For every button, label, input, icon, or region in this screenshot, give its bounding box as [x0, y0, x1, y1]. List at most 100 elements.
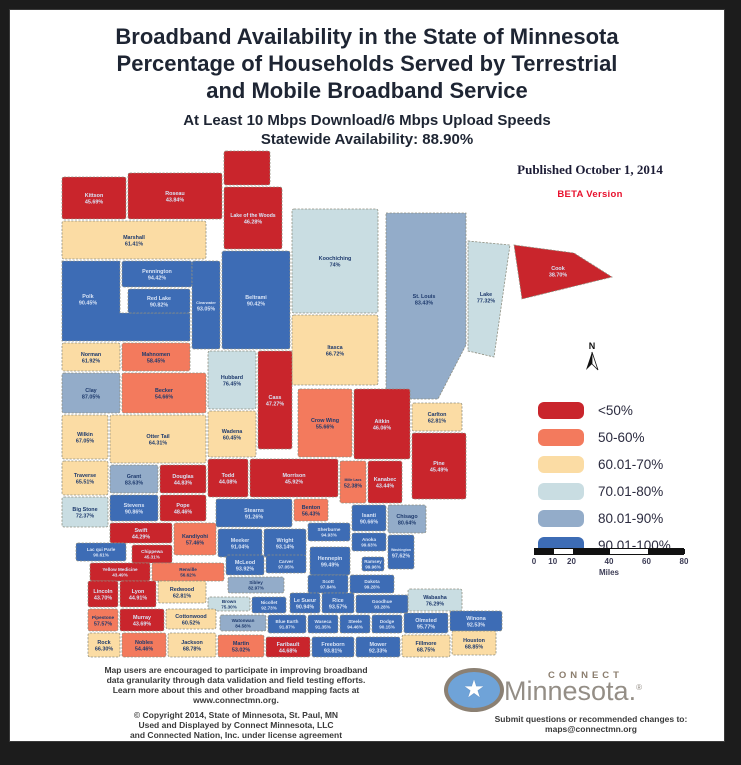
legend-swatch-c4: [538, 483, 584, 500]
legend-item: <50%: [538, 402, 671, 419]
county-lake: [467, 240, 511, 358]
legend-label: <50%: [598, 403, 633, 418]
county-todd: [207, 458, 249, 498]
county-pennington: [121, 260, 193, 288]
county-clearwater: [191, 260, 221, 350]
county-cottonwood: [165, 608, 217, 630]
county-pine: [411, 432, 467, 500]
scale-bar-tick: 60: [642, 557, 651, 566]
state-fragment: [223, 150, 271, 186]
logo-connect-text: CONNECT: [548, 670, 623, 681]
county-red-lake: [127, 288, 191, 314]
copyright-line: and Connected Nation, Inc. under license…: [129, 730, 343, 740]
scale-bar-graphic: [534, 548, 685, 555]
county-martin: [217, 634, 265, 658]
county-freeborn: [311, 636, 355, 658]
county-lyon: [119, 580, 157, 608]
scale-bar-segment: [572, 549, 610, 554]
footer-notes: Map users are encouraged to participate …: [66, 665, 406, 740]
county-becker: [121, 372, 207, 414]
county-mille-lacs: [339, 460, 367, 504]
scale-bar-tick: 0: [531, 557, 537, 566]
published-date: Published October 1, 2014: [517, 162, 663, 177]
legend-item: 70.01-80%: [538, 483, 671, 500]
submit-contact: Submit questions or recommended changes …: [456, 714, 726, 734]
county-renville: [151, 562, 225, 582]
legend-label: 80.01-90%: [598, 511, 664, 526]
county-pope: [159, 494, 207, 522]
map-legend: <50% 50-60% 60.01-70% 70.01-80% 80.01-90% 90.…: [538, 402, 671, 564]
county-mower: [355, 636, 401, 658]
county-beltrami: [221, 250, 291, 350]
county-cook: [513, 244, 614, 300]
county-watonwan: [219, 614, 267, 632]
submit-line: maps@connectmn.org: [545, 724, 637, 734]
county-big-stone: [61, 496, 109, 528]
county-stearns: [215, 498, 293, 528]
page-subtitle-line: At Least 10 Mbps Download/6 Mbps Upload …: [183, 112, 551, 129]
county-dakota: [349, 574, 395, 594]
county-steele: [339, 614, 371, 634]
scale-bar-segment: [535, 549, 554, 554]
copyright-block: © Copyright 2014, State of Minnesota, St…: [66, 710, 406, 740]
county-hennepin: [309, 546, 351, 576]
county-koochiching: [291, 208, 379, 314]
county-clay: [61, 372, 121, 414]
registered-mark-icon: ®: [636, 683, 642, 692]
county-pipestone: [87, 608, 119, 632]
county-benton: [293, 498, 329, 522]
scale-bar-segment: [647, 549, 685, 554]
county-carver: [265, 554, 307, 574]
county-yellow-medicine: [89, 562, 151, 582]
logo-oval: ★: [444, 668, 504, 712]
scale-bar-tick: 10: [548, 557, 558, 566]
legend-swatch-c3: [538, 456, 584, 473]
county-dodge: [371, 614, 403, 634]
county-mcleod: [225, 554, 265, 576]
county-itasca: [291, 314, 379, 386]
county-crow-wing: [297, 388, 353, 458]
county-wilkin: [61, 414, 109, 460]
county-cass: [257, 350, 293, 450]
north-arrow-icon: [586, 351, 599, 371]
copyright-line: Used and Displayed by Connect Minnesota,…: [138, 720, 334, 730]
county-olmsted: [403, 612, 449, 634]
county-morrison: [249, 458, 339, 498]
county-hubbard: [207, 350, 257, 410]
page-subtitle-line: Statewide Availability: 88.90%: [260, 131, 474, 148]
logo-minnesota-word: Minnesota.: [504, 676, 637, 706]
county-washington: [387, 534, 415, 570]
page-title-line: Percentage of Households Served by Terre…: [116, 51, 618, 76]
county-le-sueur: [289, 592, 321, 614]
county-traverse: [61, 460, 109, 496]
county-meeker: [217, 528, 263, 558]
county-houston: [451, 630, 497, 656]
county-jackson: [167, 632, 217, 658]
submit-line: Submit questions or recommended changes …: [494, 714, 688, 724]
county-redwood: [157, 580, 207, 604]
scale-bar-tick: 40: [604, 557, 614, 566]
star-icon: ★: [463, 676, 485, 703]
minnesota-choropleth-map: Kittson 45.69%Roseau 43.84%Lake of the Woo…: [61, 150, 614, 658]
legend-item: 50-60%: [538, 429, 671, 446]
page-title: Broadband Availability in the State of M…: [10, 23, 724, 104]
county-carlton: [411, 402, 463, 432]
legend-label: 60.01-70%: [598, 457, 664, 472]
county-aitkin: [353, 388, 411, 460]
county-anoka: [351, 532, 387, 552]
county-brown: [207, 596, 251, 612]
county-goodhue: [355, 594, 409, 614]
county-faribault: [265, 636, 311, 658]
county-kittson: [61, 176, 127, 220]
county-wabasha: [407, 588, 463, 612]
county-waseca: [307, 614, 339, 634]
legend-item: 60.01-70%: [538, 456, 671, 473]
county-roseau: [127, 172, 223, 220]
legend-swatch-c2: [538, 429, 584, 446]
publish-info: Published October 1, 2014 BETA Version: [440, 162, 740, 200]
county-marshall: [61, 220, 207, 260]
connect-minnesota-logo: ★ CONNECT Minnesota.®: [438, 662, 688, 718]
legend-label: 50-60%: [598, 430, 645, 445]
page-title-line: Broadband Availability in the State of M…: [115, 24, 619, 49]
